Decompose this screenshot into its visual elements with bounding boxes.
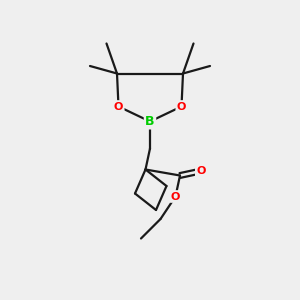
Text: O: O: [171, 191, 180, 202]
Text: O: O: [114, 101, 123, 112]
Text: O: O: [196, 166, 206, 176]
Text: B: B: [145, 115, 155, 128]
Text: O: O: [177, 101, 186, 112]
